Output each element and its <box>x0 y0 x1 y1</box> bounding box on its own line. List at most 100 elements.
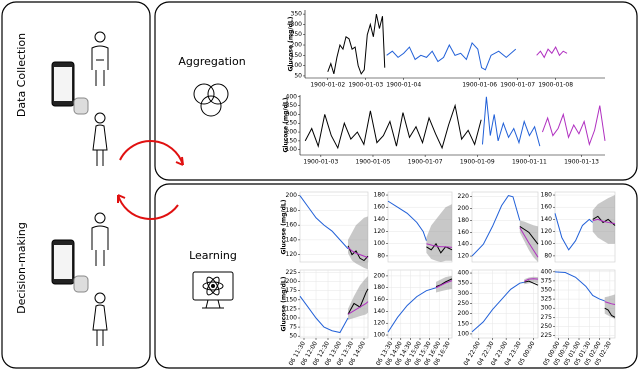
glucose-line <box>347 245 369 262</box>
y-tick-label: 200 <box>291 42 303 49</box>
y-tick-label: 250 <box>541 323 553 330</box>
x-tick-label: 1900-01-13 <box>564 159 599 166</box>
y-tick-label: 120 <box>286 251 298 258</box>
y-tick-label: 180 <box>458 217 470 224</box>
y-tick-label: 150 <box>286 137 298 144</box>
y-tick-label: 350 <box>458 280 470 287</box>
y-tick-label: 80 <box>377 252 385 259</box>
glucose-line <box>471 281 525 333</box>
y-tick-label: 300 <box>541 305 553 312</box>
y-tick-label: 200 <box>286 278 298 285</box>
decision-making-label: Decision-making <box>15 222 28 314</box>
y-tick-label: 50 <box>289 333 297 340</box>
learning-panel <box>154 183 638 369</box>
y-tick-label: 180 <box>374 192 386 199</box>
glucose-line <box>299 295 349 334</box>
aggregation-title: Aggregation <box>178 55 245 68</box>
y-tick-label: 250 <box>286 120 298 127</box>
y-tick-label: 50 <box>294 72 302 79</box>
y-tick-label: 100 <box>458 330 470 337</box>
glucose-line <box>435 278 453 288</box>
glucose-line <box>541 105 606 147</box>
y-tick-label: 120 <box>374 228 386 235</box>
y-tick-label: 200 <box>458 310 470 317</box>
y-axis-label: Glucose (mg/dL) <box>281 276 288 331</box>
y-tick-label: 160 <box>374 204 386 211</box>
uncertainty-band <box>604 294 615 320</box>
y-tick-label: 275 <box>541 314 553 321</box>
uncertainty-band <box>519 220 538 262</box>
uncertainty-band <box>348 216 368 270</box>
y-tick-label: 100 <box>291 62 303 69</box>
glucose-line <box>299 195 349 250</box>
glucose-line <box>347 246 369 259</box>
glucose-line <box>554 271 605 302</box>
glucose-line <box>524 278 539 282</box>
x-tick-label: 1900-01-05 <box>356 159 391 166</box>
y-tick-label: 220 <box>458 193 470 200</box>
venn-icon <box>193 83 229 117</box>
y-tick-label: 225 <box>286 269 298 276</box>
monitor-icon <box>192 271 234 309</box>
x-tick-label: 1900-01-07 <box>500 82 535 89</box>
glucose-line <box>435 280 453 289</box>
y-tick-label: 100 <box>286 146 298 153</box>
glucose-line <box>347 301 369 315</box>
x-tick-label: 1900-01-09 <box>460 159 495 166</box>
y-tick-label: 160 <box>458 229 470 236</box>
y-tick-label: 200 <box>458 205 470 212</box>
y-tick-label: 100 <box>374 332 386 339</box>
y-axis-label: Glucose (mg/dL) <box>283 97 290 152</box>
glucose-line <box>592 215 616 226</box>
x-tick-label: 1900-01-02 <box>310 82 345 89</box>
glucose-line <box>327 14 386 75</box>
y-tick-label: 400 <box>286 93 298 100</box>
glucose-line <box>536 46 568 59</box>
glucose-line <box>554 213 594 251</box>
aggregation-panel <box>154 1 638 181</box>
y-tick-label: 140 <box>374 308 386 315</box>
y-tick-label: 200 <box>286 129 298 136</box>
y-axis-label: Glucose (mg/dL) <box>281 199 288 254</box>
y-tick-label: 300 <box>291 21 303 28</box>
device-icons-top <box>51 31 109 166</box>
glucose-line <box>304 103 482 150</box>
y-tick-label: 140 <box>374 216 386 223</box>
plot-frame <box>471 269 539 339</box>
learning-title: Learning <box>189 249 237 262</box>
glucose-line <box>471 194 521 257</box>
y-tick-label: 180 <box>286 207 298 214</box>
y-tick-label: 400 <box>458 270 470 277</box>
y-axis-label: Glucose (mg/dL) <box>288 16 295 71</box>
y-tick-label: 300 <box>286 111 298 118</box>
y-tick-label: 125 <box>286 305 298 312</box>
y-tick-label: 150 <box>286 296 298 303</box>
y-tick-label: 150 <box>291 52 303 59</box>
y-tick-label: 100 <box>541 240 553 247</box>
y-tick-label: 120 <box>374 320 386 327</box>
y-tick-label: 180 <box>541 192 553 199</box>
y-tick-label: 375 <box>541 277 553 284</box>
glucose-line <box>387 200 427 241</box>
uncertainty-band <box>348 276 368 320</box>
glucose-line <box>387 287 437 333</box>
y-tick-label: 100 <box>374 240 386 247</box>
y-tick-label: 175 <box>286 287 298 294</box>
y-tick-label: 120 <box>541 228 553 235</box>
glucose-line <box>604 307 616 318</box>
y-tick-label: 75 <box>289 324 297 331</box>
y-tick-label: 160 <box>374 296 386 303</box>
y-tick-label: 350 <box>291 11 303 18</box>
y-tick-label: 225 <box>541 332 553 339</box>
x-tick-label: 1900-01-04 <box>386 82 421 89</box>
glucose-line <box>426 243 453 248</box>
x-tick-label: 1900-01-03 <box>303 159 338 166</box>
glucose-line <box>386 42 517 71</box>
x-tick-label: 1900-01-07 <box>408 159 443 166</box>
glucose-line <box>604 301 616 306</box>
y-tick-label: 325 <box>541 296 553 303</box>
x-tick-label: 1900-01-06 <box>462 82 497 89</box>
y-tick-label: 180 <box>374 284 386 291</box>
y-tick-label: 350 <box>541 287 553 294</box>
